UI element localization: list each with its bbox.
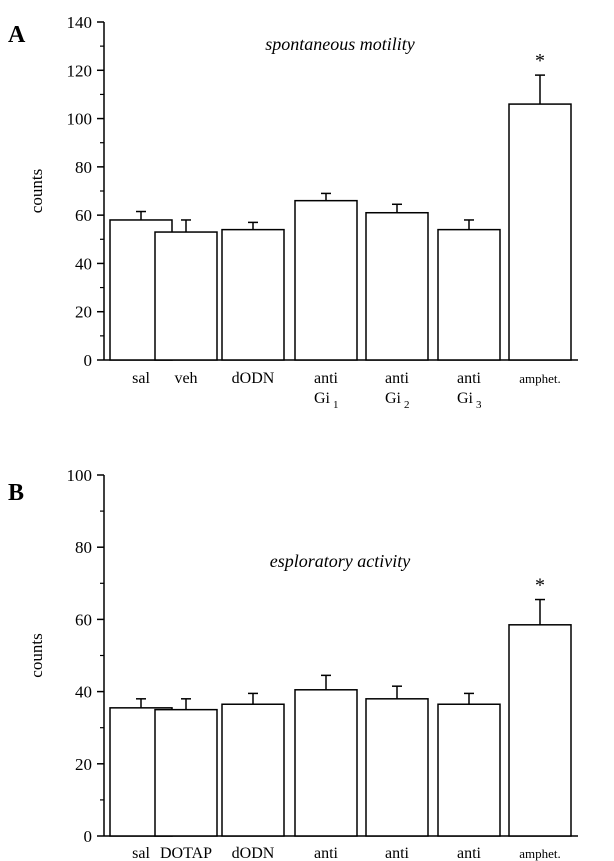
chart-panel-b: B 0 20 40 60 80 100 counts esploratory activity s… [8, 466, 578, 861]
x-tick-label: anti [457, 845, 482, 861]
bar [437, 228, 501, 361]
bar [365, 698, 429, 837]
x-tick-label: anti [385, 845, 410, 861]
panel-letter: A [8, 22, 26, 48]
x-tick-label-line2: Gi [314, 390, 331, 407]
y-tick-label: 40 [75, 683, 92, 702]
x-tick-label-subscript: 1 [333, 399, 339, 411]
significance-marker: * [535, 575, 545, 597]
bar [294, 689, 358, 837]
x-tick-label: anti [314, 370, 339, 387]
chart-title: spontaneous motility [265, 34, 415, 54]
bar [437, 703, 501, 837]
y-tick-label: 20 [75, 755, 92, 774]
x-tick-label-line2: Gi [457, 390, 474, 407]
x-tick-label-line2: Gi [385, 390, 402, 407]
x-tick-label: amphet. [519, 846, 561, 861]
y-axis-label: counts [27, 633, 46, 677]
x-tick-label: dODN [232, 845, 275, 861]
bar [221, 228, 285, 361]
x-tick-label: amphet. [519, 371, 561, 386]
y-tick-label: 60 [75, 610, 92, 629]
x-tick-label: veh [174, 370, 197, 387]
chart-title: esploratory activity [270, 551, 410, 571]
y-tick-label: 0 [84, 351, 93, 370]
x-tick-label: dODN [232, 370, 275, 387]
significance-marker: * [535, 50, 545, 72]
y-tick-label: 20 [75, 303, 92, 322]
y-tick-label: 0 [84, 827, 93, 846]
x-tick-label: sal [132, 370, 150, 387]
bar [365, 211, 429, 361]
x-tick-label: anti [314, 845, 339, 861]
panel-letter: B [8, 480, 24, 506]
x-tick-label-subscript: 3 [476, 399, 482, 411]
y-tick-label: 100 [67, 110, 93, 129]
bar [508, 624, 572, 837]
x-tick-label: anti [457, 370, 482, 387]
y-tick-label: 80 [75, 538, 92, 557]
y-tick-label: 100 [67, 466, 93, 485]
bar [221, 703, 285, 837]
y-axis-label: counts [27, 169, 46, 213]
bar [154, 708, 218, 837]
y-tick-label: 140 [67, 13, 93, 32]
bar [154, 231, 218, 361]
y-tick-label: 60 [75, 206, 92, 225]
bar [294, 199, 358, 361]
y-tick-label: 80 [75, 158, 92, 177]
x-tick-label-subscript: 2 [404, 399, 410, 411]
x-tick-label: sal [132, 845, 150, 861]
x-tick-label: anti [385, 370, 410, 387]
bar [508, 103, 572, 361]
y-tick-label: 40 [75, 254, 92, 273]
y-tick-label: 120 [67, 61, 93, 80]
x-tick-label: DOTAP [160, 845, 212, 861]
chart-panel-a: A 0 20 40 60 80 100 120 140 counts spontaneous mot… [8, 13, 578, 411]
